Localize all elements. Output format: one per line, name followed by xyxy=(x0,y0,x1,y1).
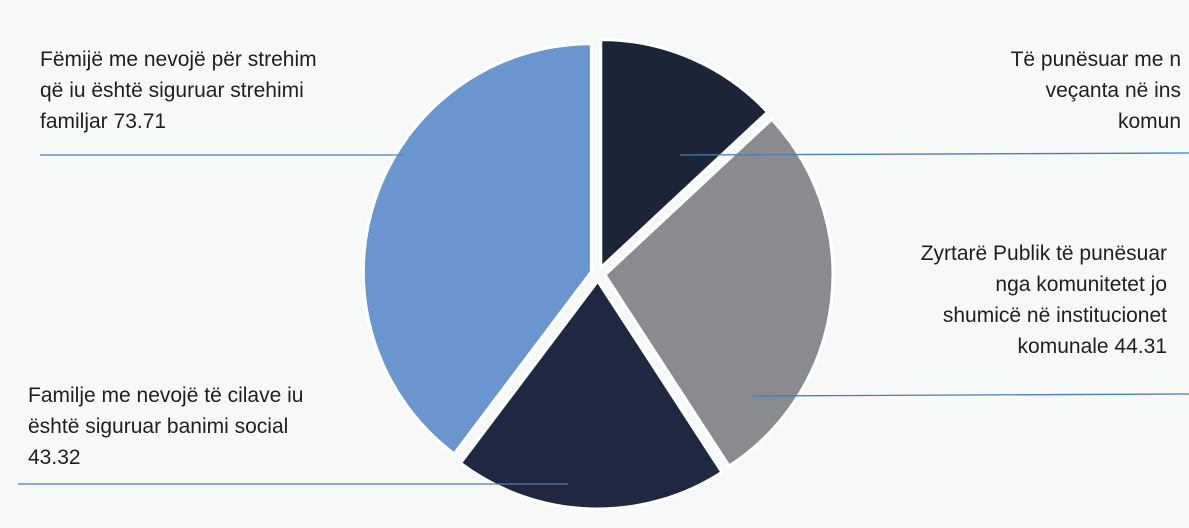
slice-te-punesuar xyxy=(599,38,770,272)
slice-familje xyxy=(458,278,725,511)
slice-zyrtare xyxy=(603,117,835,469)
leader-te-punesuar xyxy=(679,152,1189,156)
label-slice-zyrtare: Zyrtarë Publik të punësuar nga komunitet… xyxy=(920,242,1167,358)
slice-femije xyxy=(361,42,593,456)
label-slice-femije: Fëmijë me nevojë për strehim që iu është… xyxy=(40,48,317,133)
leader-zyrtare xyxy=(751,393,1189,397)
label-slice-te-punesuar: Të punësuar me n veçanta në ins komun xyxy=(1010,48,1181,133)
label-slice-familje: Familje me nevojë të cilave iu është sig… xyxy=(28,384,304,469)
